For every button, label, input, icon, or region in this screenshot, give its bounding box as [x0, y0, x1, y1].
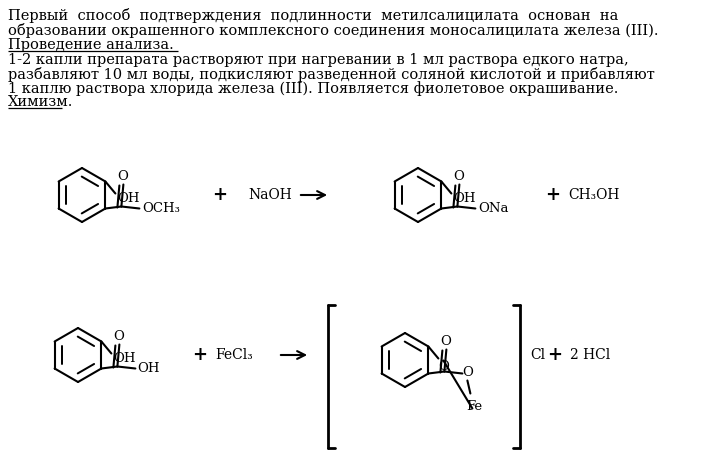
Text: +: +: [192, 346, 208, 364]
Text: разбавляют 10 мл воды, подкисляют разведенной соляной кислотой и прибавляют: разбавляют 10 мл воды, подкисляют развед…: [8, 67, 655, 82]
Text: +: +: [213, 186, 227, 204]
Text: 1 каплю раствора хлорида железа (III). Появляется фиолетовое окрашивание.: 1 каплю раствора хлорида железа (III). П…: [8, 81, 619, 96]
Text: Проведение анализа.: Проведение анализа.: [8, 38, 174, 52]
Text: O: O: [438, 360, 449, 373]
Text: O: O: [462, 366, 473, 379]
Text: NaOH: NaOH: [248, 188, 292, 202]
Text: O: O: [113, 330, 124, 343]
Text: +: +: [545, 186, 560, 204]
Text: Fe: Fe: [466, 400, 483, 413]
Text: OCH₃: OCH₃: [142, 202, 180, 215]
Text: Первый  способ  подтверждения  подлинности  метилсалицилата  основан  на: Первый способ подтверждения подлинности …: [8, 8, 619, 23]
Text: ONa: ONa: [478, 202, 509, 215]
Text: образовании окрашенного комплексного соединения моносалицилата железа (III).: образовании окрашенного комплексного сое…: [8, 23, 658, 38]
Text: 2 HCl: 2 HCl: [570, 348, 611, 362]
Text: OH: OH: [137, 362, 160, 375]
Text: O: O: [453, 170, 464, 183]
Text: Cl: Cl: [530, 348, 545, 362]
Text: OH: OH: [118, 192, 140, 205]
Text: O: O: [117, 170, 128, 183]
Text: FeCl₃: FeCl₃: [215, 348, 253, 362]
Text: +: +: [547, 346, 563, 364]
Text: O: O: [440, 335, 451, 348]
Text: OH: OH: [113, 352, 136, 365]
Text: Химизм.: Химизм.: [8, 95, 73, 109]
Text: 1-2 капли препарата растворяют при нагревании в 1 мл раствора едкого натра,: 1-2 капли препарата растворяют при нагре…: [8, 53, 629, 67]
Text: OH: OH: [453, 192, 476, 205]
Text: CH₃OH: CH₃OH: [568, 188, 619, 202]
